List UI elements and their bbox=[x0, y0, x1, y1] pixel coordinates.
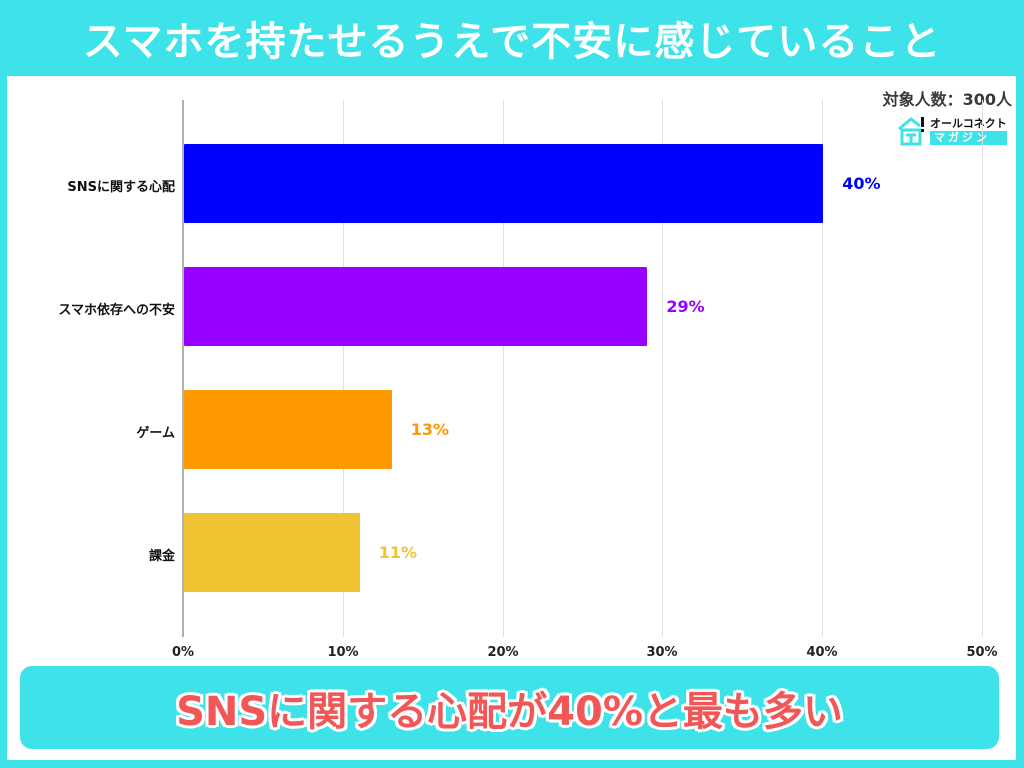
category-label: ゲーム bbox=[136, 426, 175, 441]
summary-callout: SNSに関する心配が40%と最も多い bbox=[20, 666, 999, 749]
value-label: 29% bbox=[666, 297, 705, 316]
bar-games bbox=[184, 390, 392, 469]
value-label: 11% bbox=[378, 543, 418, 562]
gridline-30 bbox=[662, 100, 663, 637]
logo-bottom-text: マガジン bbox=[930, 131, 1007, 145]
category-label: スマホ依存への不安 bbox=[58, 303, 175, 318]
x-tick-label: 10% bbox=[327, 645, 359, 660]
x-tick-label: 50% bbox=[966, 645, 998, 660]
bar-in-app-purchases bbox=[184, 513, 360, 592]
brand-logo: オールコネクト マガジン bbox=[896, 114, 1007, 148]
gridline-50 bbox=[982, 100, 983, 637]
x-tick-label: 30% bbox=[646, 645, 678, 660]
value-label: 13% bbox=[410, 420, 450, 439]
sample-size-label: 対象人数：300人 bbox=[882, 90, 1012, 109]
chart-title: スマホを持たせるうえで不安に感じていること bbox=[82, 19, 942, 65]
bar-smartphone-addiction bbox=[184, 267, 648, 346]
value-label: 40% bbox=[842, 174, 881, 193]
bar-sns-worry bbox=[184, 144, 824, 223]
x-tick-label: 0% bbox=[171, 645, 195, 660]
x-tick-label: 40% bbox=[806, 645, 838, 660]
category-label: 課金 bbox=[148, 549, 175, 564]
logo-top-text: オールコネクト bbox=[930, 117, 1007, 130]
gridline-40 bbox=[822, 100, 823, 637]
category-label: SNSに関する心配 bbox=[67, 180, 175, 195]
gridline-20 bbox=[503, 100, 504, 637]
summary-callout-text: SNSに関する心配が40%と最も多い bbox=[176, 688, 843, 735]
x-tick-label: 20% bbox=[487, 645, 519, 660]
y-axis-line bbox=[182, 100, 184, 637]
house-with-exclamation-icon bbox=[896, 115, 926, 147]
gridline-10 bbox=[343, 100, 344, 637]
